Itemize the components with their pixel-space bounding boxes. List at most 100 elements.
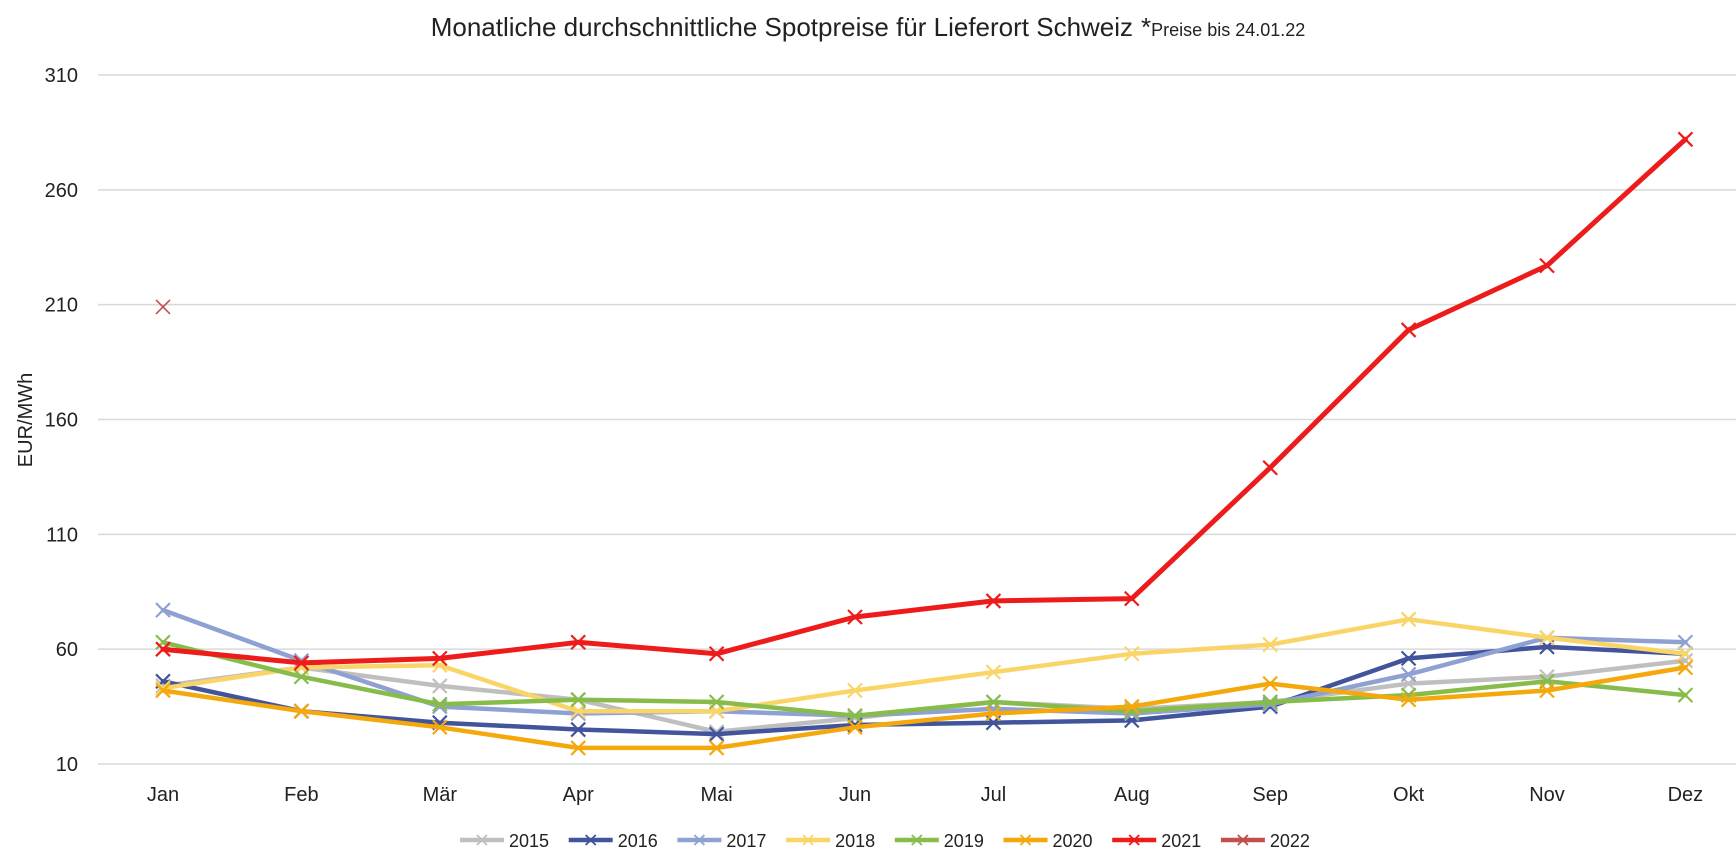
data-point <box>293 668 310 685</box>
data-point <box>708 726 725 742</box>
legend-item-2021: 2021 <box>1112 831 1201 851</box>
chart-title: Monatliche durchschnittliche Spotpreise … <box>431 12 1306 42</box>
series-2018 <box>155 611 1694 719</box>
legend-item-2019: 2019 <box>894 831 984 851</box>
data-point <box>1677 652 1694 669</box>
x-tick-label: Mai <box>700 784 732 806</box>
data-point <box>1400 650 1417 667</box>
gridlines <box>98 74 1736 765</box>
x-tick-labels: Jan Feb Mär Apr Mai Jun Jul Aug Sep Okt Nov Dez <box>147 784 1703 806</box>
legend-label: 2020 <box>1053 831 1093 851</box>
data-point <box>1400 322 1417 338</box>
data-point <box>1677 645 1694 662</box>
series-lines <box>155 131 1694 756</box>
legend-item-2022: 2022 <box>1220 831 1310 851</box>
series-2022 <box>155 299 171 315</box>
data-point <box>708 694 725 710</box>
y-tick-label: 10 <box>56 754 78 776</box>
data-point <box>432 696 448 713</box>
series-line-2021 <box>160 136 1688 666</box>
data-point <box>985 664 1002 680</box>
y-tick-label: 260 <box>45 180 78 202</box>
y-tick-label: 310 <box>45 65 78 87</box>
data-point <box>293 655 310 671</box>
data-point <box>1400 691 1417 708</box>
data-point <box>1124 698 1140 715</box>
y-tick-labels: 10 60 110 160 210 260 310 <box>45 65 78 776</box>
data-point <box>847 609 863 625</box>
legend-label: 2017 <box>726 831 766 851</box>
data-point <box>570 740 586 756</box>
data-point <box>1124 590 1140 607</box>
legend-label: 2018 <box>835 831 875 851</box>
legend: 2015 2016 2017 2018 2019 2020 2021 2022 <box>460 831 1310 851</box>
x-tick-label: Aug <box>1114 784 1150 806</box>
series-line-2019 <box>160 640 1688 719</box>
data-point <box>847 719 863 736</box>
data-point <box>1400 666 1417 683</box>
data-point <box>708 645 725 662</box>
data-point <box>1677 131 1694 148</box>
data-point <box>432 678 448 694</box>
data-point <box>1262 459 1278 476</box>
data-point <box>570 721 586 738</box>
data-point <box>1262 636 1278 653</box>
legend-item-2016: 2016 <box>568 831 658 851</box>
x-tick-label: Jul <box>981 784 1007 806</box>
data-point <box>432 650 448 667</box>
y-tick-label: 160 <box>45 410 78 432</box>
legend-label: 2021 <box>1161 831 1201 851</box>
y-tick-label: 60 <box>56 639 78 661</box>
series-2021 <box>155 131 1694 671</box>
legend-label: 2015 <box>509 831 549 851</box>
series-line-2020 <box>160 665 1688 751</box>
data-point <box>1400 611 1417 628</box>
x-tick-label: Jun <box>839 784 871 806</box>
data-point <box>570 703 586 719</box>
data-point <box>1262 675 1278 692</box>
data-point <box>1677 687 1694 703</box>
data-point <box>155 602 171 618</box>
data-point <box>570 634 586 651</box>
legend-marker <box>476 834 488 846</box>
data-point <box>1124 645 1140 662</box>
x-tick-label: Okt <box>1393 784 1425 806</box>
data-point <box>1677 659 1694 676</box>
legend-marker <box>585 834 597 846</box>
data-point <box>570 691 586 708</box>
data-point <box>708 740 725 756</box>
data-point <box>985 705 1002 722</box>
x-tick-label: Dez <box>1668 784 1704 806</box>
legend-label: 2022 <box>1270 831 1310 851</box>
legend-item-2018: 2018 <box>786 831 875 851</box>
x-tick-label: Nov <box>1529 784 1565 806</box>
data-point <box>1677 634 1694 651</box>
legend-marker <box>1128 834 1140 846</box>
data-point <box>293 703 310 719</box>
y-axis-label: EUR/MWh <box>15 373 37 467</box>
legend-label: 2016 <box>618 831 658 851</box>
data-point <box>847 682 863 699</box>
series-line-2016 <box>160 644 1688 737</box>
x-tick-label: Apr <box>563 784 594 806</box>
x-tick-label: Sep <box>1252 784 1288 806</box>
data-point <box>155 682 171 699</box>
legend-item-2017: 2017 <box>677 831 766 851</box>
data-point <box>847 707 863 724</box>
data-point <box>985 694 1002 710</box>
series-line-2018 <box>160 617 1688 714</box>
x-tick-label: Jan <box>147 784 179 806</box>
legend-item-2015: 2015 <box>460 831 549 851</box>
legend-marker <box>1019 834 1032 846</box>
data-point <box>1539 629 1555 646</box>
data-point <box>155 299 171 315</box>
series-2020 <box>155 659 1694 756</box>
y-tick-label: 110 <box>46 524 78 546</box>
data-point <box>155 641 171 657</box>
legend-item-2020: 2020 <box>1003 831 1093 851</box>
series-2017 <box>155 602 1694 724</box>
legend-marker <box>911 834 923 846</box>
data-point <box>1262 694 1278 710</box>
